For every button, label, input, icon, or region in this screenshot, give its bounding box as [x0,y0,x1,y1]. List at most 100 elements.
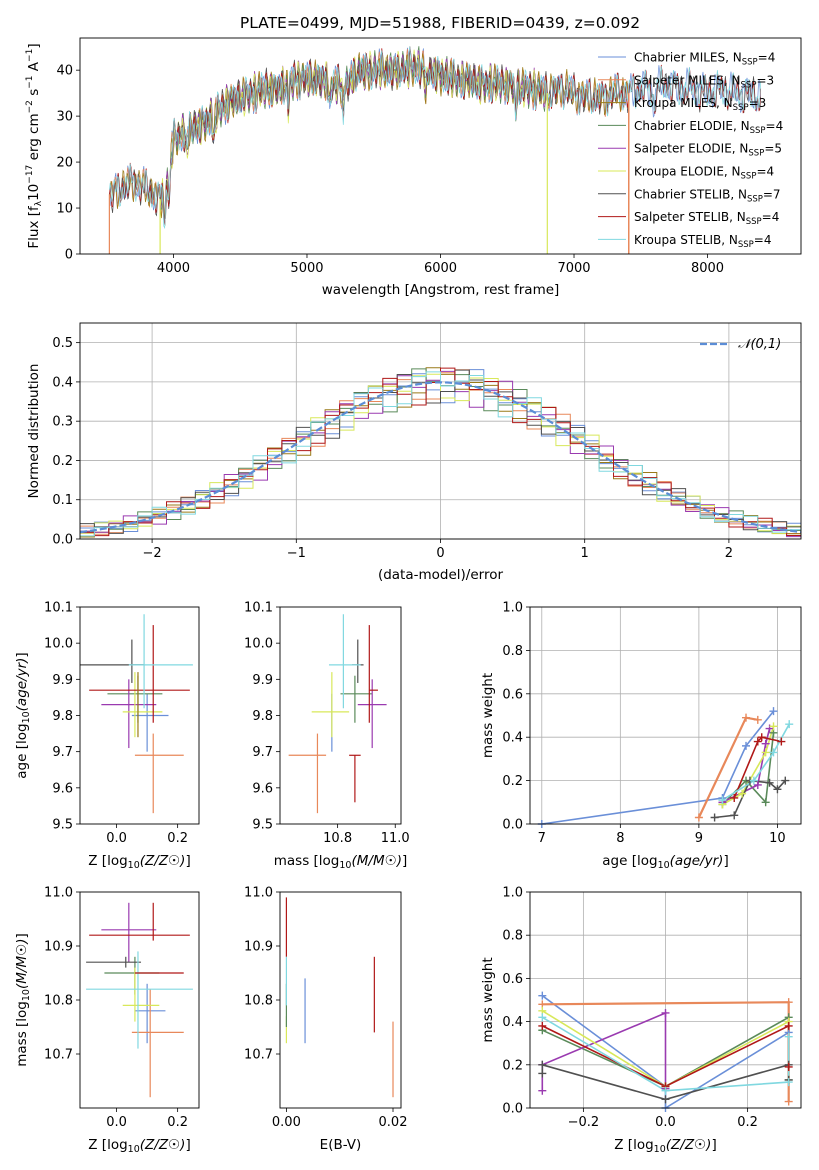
x-tick-label: 0 [436,546,444,561]
y-tick-label: 0.8 [502,929,523,944]
y-tick-label: 0.4 [502,731,523,746]
y-axis-label: Normed distribution [26,364,42,499]
weight-marker [784,1078,793,1087]
y-tick-label: 0 [65,248,73,263]
panel-mass_vs_EBV: 0.00 0.02 10.7 10.8 10.9 11.0 E(B-V) [244,886,407,1154]
plot-area [541,710,790,824]
spectrum-legend: Chabrier MILES, NSSP=4 Salpeter MILES, NS… [598,51,783,250]
weight-marker [742,713,751,722]
x-tick-label: 10.8 [323,831,352,846]
weight-marker [661,1095,670,1104]
normal-curve [80,381,801,534]
y-tick-label: 10.7 [244,1048,273,1063]
y-tick-label: 0.4 [52,375,73,390]
x-axis-label: Z [log10(Z/Z☉)] [88,1137,190,1155]
y-tick-label: 30 [56,110,73,125]
y-tick-label: 9.7 [252,745,273,760]
x-tick-label: 10 [769,831,786,846]
weight-marker [753,780,762,789]
spectrum-series [109,46,762,230]
weight-marker [538,1021,547,1030]
weight-marker [761,739,770,748]
y-axis-label: mass weight [480,673,496,758]
weight-marker [538,1060,547,1069]
weight-series [541,1011,667,1091]
legend-label: Salpeter ELODIE, NSSP=5 [634,142,782,159]
plot-area [285,897,394,1098]
y-axis-label: age [log10(age/yr)] [14,652,32,778]
panel-age_vs_Z: 0.0 0.2 9.5 9.6 9.7 9.8 9.9 10.0 10.1 Z [log10(Z/… [14,601,200,871]
weight-series [733,736,782,799]
legend-label: Salpeter MILES, NSSP=3 [634,73,774,90]
legend-label: Chabrier MILES, NSSP=4 [634,51,775,68]
y-tick-label: 9.5 [252,818,273,833]
plot-area [80,614,193,814]
weight-marker [765,778,774,787]
legend-label: Kroupa STELIB, NSSP=4 [634,233,772,250]
y-tick-label: 40 [56,64,73,79]
weight-marker [784,1021,793,1030]
y-tick-label: 0.4 [502,1015,523,1030]
x-tick-label: 0.00 [272,1115,301,1130]
x-tick-label: −0.2 [568,1115,600,1130]
weight-marker [538,1086,547,1095]
weight-marker [694,813,703,822]
weight-marker [710,813,719,822]
panel-weight_vs_Z: −0.2 0.0 0.2 0.0 0.2 0.4 0.6 0.8 1.0 Z [log10(Z/Z… [480,886,802,1155]
y-tick-label: 10.9 [44,940,73,955]
legend-label: Kroupa ELODIE, NSSP=4 [634,165,774,182]
x-tick-label: 0.2 [167,831,188,846]
y-tick-label: 10.1 [44,601,73,616]
weight-marker [730,811,739,820]
y-tick-label: 9.8 [52,709,73,724]
y-tick-label: 0.6 [502,972,523,987]
weight-series [697,716,758,818]
y-tick-label: 9.6 [252,781,273,796]
y-tick-label: 10.9 [244,940,273,955]
y-tick-label: 1.0 [502,601,523,616]
y-tick-label: 11.0 [244,886,273,901]
figure-title: PLATE=0499, MJD=51988, FIBERID=0439, z=0… [240,14,640,32]
weight-marker [753,737,762,746]
weight-marker [753,715,762,724]
y-tick-label: 10.7 [44,1048,73,1063]
x-tick-label: 0.0 [106,1115,127,1130]
y-axis-label: Flux [fλ10−17 erg cm−2 s−1 A−1] [25,43,44,248]
histogram-series [80,369,801,534]
x-tick-label: 11.0 [381,831,410,846]
weight-marker [769,722,778,731]
legend-label: Chabrier STELIB, NSSP=7 [634,187,781,204]
panel-spectrum: 4000 5000 6000 7000 8000 0 10 20 30 40 Chabrier MI… [25,37,802,298]
x-axis-label: Z [log10(Z/Z☉)] [614,1137,716,1155]
x-tick-label: −2 [143,546,162,561]
y-tick-label: 0.0 [502,818,523,833]
legend-label: Chabrier ELODIE, NSSP=4 [634,119,783,136]
weight-marker [781,776,790,785]
axes-frame [279,606,402,825]
axes-frame [79,37,802,255]
axes-frame [529,606,802,825]
weight-marker [761,748,770,757]
panel-weight_vs_age: 7 8 9 10 0.0 0.2 0.4 0.6 0.8 1.0 age [log10(age/yr… [480,601,802,871]
y-tick-label: 9.9 [52,673,73,688]
y-tick-label: 0.2 [502,1058,523,1073]
x-tick-label: 6000 [424,261,457,276]
x-tick-label: 7 [538,831,546,846]
x-tick-label: 9 [695,831,703,846]
y-tick-label: 10.1 [244,601,273,616]
x-axis-label: wavelength [Angstrom, rest frame] [322,282,560,298]
plot-area [288,614,387,814]
weight-marker [784,1062,793,1071]
legend-label: Salpeter STELIB, NSSP=4 [634,210,779,227]
y-tick-label: 10 [56,202,73,217]
x-axis-label: mass [log10(M/M☉)] [274,853,408,871]
weight-marker [784,998,793,1007]
y-tick-label: 9.8 [252,709,273,724]
weight-marker [769,707,778,716]
legend-label: 𝒩(0,1) [738,337,781,352]
x-tick-label: 0.02 [379,1115,408,1130]
weight-marker [749,776,758,785]
x-tick-label: 1 [581,546,589,561]
weight-marker [738,789,747,798]
